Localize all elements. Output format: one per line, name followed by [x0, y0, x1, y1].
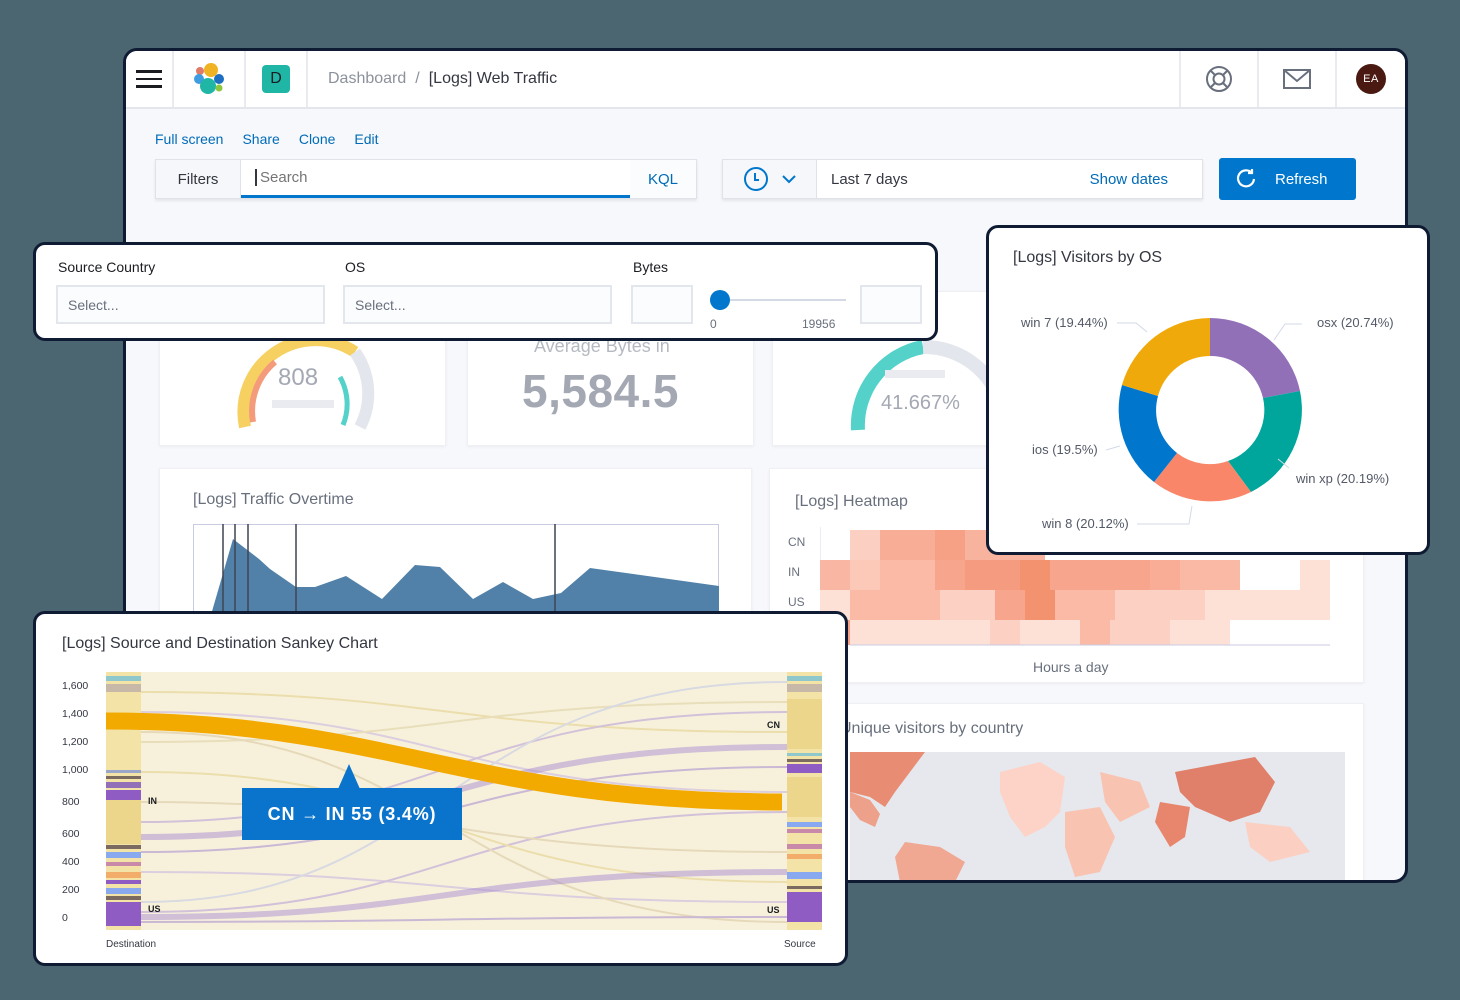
chevron-down-icon	[781, 175, 796, 184]
bytes-range-min: 0	[710, 317, 717, 331]
sankey-node-label: US	[148, 904, 161, 914]
menu-icon-bar	[136, 77, 162, 81]
menu-icon-bar	[136, 70, 162, 73]
dashboard-actions: Full screen Share Clone Edit	[155, 131, 379, 147]
y-tick: 0	[62, 912, 68, 924]
time-picker: Last 7 days Show dates	[722, 159, 1203, 199]
y-tick: 400	[62, 856, 80, 868]
bytes-range-thumb[interactable]	[710, 290, 730, 310]
y-tick: 1,600	[62, 680, 89, 692]
bytes-label: Bytes	[633, 259, 669, 275]
search-input[interactable]	[255, 169, 630, 186]
user-menu-button[interactable]: EA	[1337, 51, 1405, 107]
gauge-label-placeholder	[272, 400, 334, 408]
donut-label-win7: win 7 (19.44%)	[1021, 315, 1108, 330]
choropleth-map	[850, 752, 1345, 880]
breadcrumb-separator: /	[415, 70, 420, 87]
sankey-flows	[106, 672, 822, 930]
gauge-chart	[237, 334, 375, 430]
source-axis-label: Source	[784, 939, 816, 950]
full-screen-link[interactable]: Full screen	[155, 131, 224, 147]
clock-icon	[743, 167, 768, 191]
bytes-range-max: 19956	[802, 317, 836, 331]
heatmap-row-label: US	[788, 595, 805, 609]
top-nav-bar: D Dashboard / [Logs] Web Traffic EA	[126, 51, 1405, 109]
tooltip-pointer	[338, 764, 360, 789]
help-lifebuoy-icon	[1206, 66, 1232, 92]
y-tick: 600	[62, 828, 80, 840]
panel-title: Unique visitors by country	[840, 720, 1024, 737]
sankey-node-label: IN	[148, 796, 157, 806]
panel-title: [Logs] Visitors by OS	[1013, 249, 1163, 266]
bytes-min-input[interactable]	[631, 285, 693, 324]
y-tick: 1,000	[62, 764, 89, 776]
breadcrumb-dashboard[interactable]: Dashboard	[328, 70, 407, 87]
space-avatar: D	[262, 65, 290, 93]
heatmap-row-label: IN	[788, 565, 800, 579]
refresh-label: Refresh	[1275, 170, 1328, 188]
bytes-max-input[interactable]	[860, 285, 922, 324]
source-country-select[interactable]: Select...	[56, 285, 325, 324]
time-range-display[interactable]: Last 7 days Show dates	[817, 160, 1202, 198]
avatar: EA	[1356, 64, 1386, 94]
donut-chart	[1105, 318, 1302, 525]
share-link[interactable]: Share	[242, 131, 280, 147]
time-range-label: Last 7 days	[831, 170, 908, 188]
y-tick: 1,400	[62, 708, 89, 720]
sankey-chart-panel: [Logs] Source and Destination Sankey Cha…	[33, 611, 848, 966]
gauge-label-placeholder	[885, 370, 945, 378]
donut-label-ios: ios (19.5%)	[1032, 442, 1098, 457]
bytes-range-track[interactable]	[720, 299, 846, 301]
panel-title: [Logs] Source and Destination Sankey Cha…	[62, 635, 378, 652]
home-logo-button[interactable]	[174, 51, 246, 107]
show-dates-link[interactable]: Show dates	[1089, 170, 1168, 188]
refresh-button[interactable]: Refresh	[1219, 158, 1356, 200]
kql-toggle[interactable]: KQL	[647, 170, 678, 188]
gauge-value: 41.667%	[881, 392, 960, 414]
y-tick: 800	[62, 796, 80, 808]
visitors-by-os-panel: [Logs] Visitors by OS win 7 (19.44%) osx…	[986, 225, 1430, 555]
filters-button[interactable]: Filters	[156, 160, 241, 198]
heatmap-x-axis-label: Hours a day	[1033, 659, 1109, 675]
os-label: OS	[345, 259, 366, 275]
sankey-node-label: US	[767, 905, 780, 915]
heatmap-row-label: CN	[788, 535, 806, 549]
clone-link[interactable]: Clone	[298, 131, 336, 147]
destination-axis-label: Destination	[106, 939, 157, 950]
donut-label-win8: win 8 (20.12%)	[1042, 516, 1129, 531]
query-bar: Filters KQL	[155, 159, 697, 199]
newsfeed-button[interactable]	[1259, 51, 1337, 107]
space-selector[interactable]: D	[246, 51, 308, 107]
unique-visitors-map-panel: Unique visitors by country	[769, 703, 1364, 880]
elastic-logo-icon	[194, 63, 224, 94]
metric-value: 5,584.5	[522, 365, 679, 417]
input-controls-panel: Source Country Select... OS Select... By…	[33, 242, 938, 341]
metric-label: Average Bytes in	[534, 336, 670, 356]
help-button[interactable]	[1181, 51, 1259, 107]
menu-button[interactable]	[126, 51, 174, 107]
panel-title: [Logs] Heatmap	[795, 493, 908, 510]
refresh-icon	[1236, 169, 1256, 188]
sankey-node-label: CN	[767, 720, 780, 730]
breadcrumb: Dashboard / [Logs] Web Traffic	[308, 51, 1181, 107]
y-tick: 200	[62, 884, 80, 896]
mail-icon	[1283, 69, 1311, 89]
source-country-label: Source Country	[58, 259, 156, 275]
search-field-wrap	[241, 160, 630, 198]
y-tick: 1,200	[62, 736, 89, 748]
heatmap-grid	[820, 527, 1330, 646]
panel-title: [Logs] Traffic Overtime	[193, 491, 354, 508]
edit-link[interactable]: Edit	[354, 131, 379, 147]
donut-label-winxp: win xp (20.19%)	[1296, 471, 1390, 486]
donut-label-osx: osx (20.74%)	[1317, 315, 1394, 330]
menu-icon-bar	[136, 85, 162, 88]
sankey-tooltip: CN → IN 55 (3.4%)	[242, 788, 462, 840]
quick-select-button[interactable]	[723, 160, 817, 198]
os-select[interactable]: Select...	[343, 285, 612, 324]
gauge-value: 808	[278, 364, 319, 391]
breadcrumb-current: [Logs] Web Traffic	[428, 70, 558, 87]
